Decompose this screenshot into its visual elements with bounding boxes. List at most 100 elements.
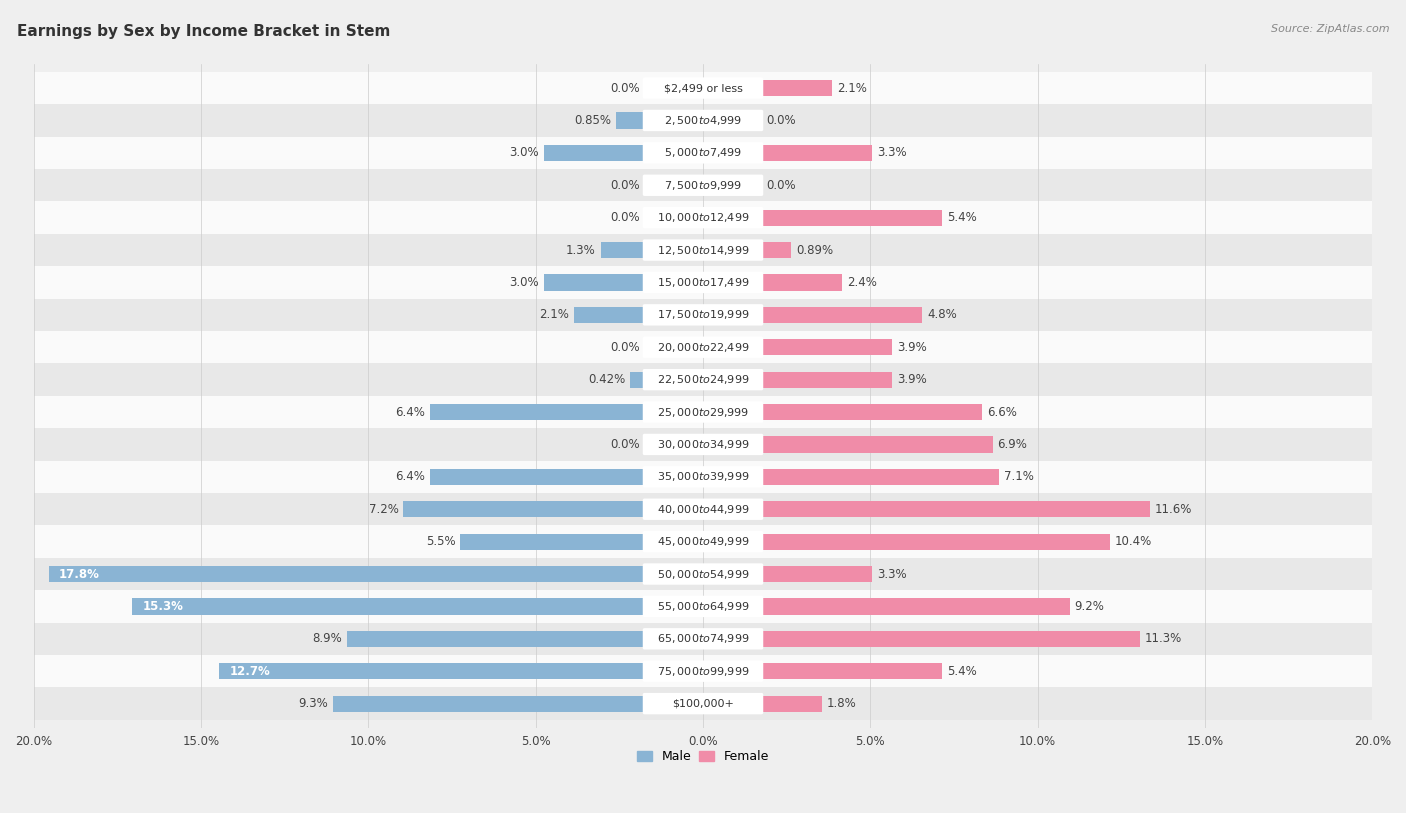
Bar	[430, 469, 644, 485]
Bar	[34, 461, 1372, 493]
Bar	[762, 339, 893, 355]
Bar	[34, 267, 1372, 298]
Text: 1.3%: 1.3%	[567, 244, 596, 257]
Text: $5,000 to $7,499: $5,000 to $7,499	[664, 146, 742, 159]
Bar	[49, 566, 644, 582]
Bar	[544, 274, 644, 290]
Bar	[630, 372, 644, 388]
FancyBboxPatch shape	[643, 77, 763, 98]
Text: $7,500 to $9,999: $7,500 to $9,999	[664, 179, 742, 192]
Text: $20,000 to $22,499: $20,000 to $22,499	[657, 341, 749, 354]
Bar	[460, 533, 644, 550]
Bar	[346, 631, 644, 647]
Text: $17,500 to $19,999: $17,500 to $19,999	[657, 308, 749, 321]
Bar	[762, 631, 1140, 647]
FancyBboxPatch shape	[643, 207, 763, 228]
Text: 0.85%: 0.85%	[574, 114, 612, 127]
Text: 0.0%: 0.0%	[610, 438, 640, 451]
Text: 10.4%: 10.4%	[1115, 535, 1152, 548]
Bar	[762, 533, 1109, 550]
Text: 11.6%: 11.6%	[1154, 502, 1192, 515]
Bar	[762, 501, 1150, 517]
FancyBboxPatch shape	[643, 110, 763, 131]
Text: 5.5%: 5.5%	[426, 535, 456, 548]
Bar	[34, 298, 1372, 331]
Text: 0.0%: 0.0%	[610, 341, 640, 354]
FancyBboxPatch shape	[643, 660, 763, 682]
Text: 4.8%: 4.8%	[928, 308, 957, 321]
Text: 0.0%: 0.0%	[610, 179, 640, 192]
Text: $35,000 to $39,999: $35,000 to $39,999	[657, 471, 749, 484]
Text: 15.3%: 15.3%	[142, 600, 183, 613]
Text: 3.0%: 3.0%	[509, 276, 538, 289]
FancyBboxPatch shape	[643, 337, 763, 358]
FancyBboxPatch shape	[643, 563, 763, 585]
Bar	[762, 566, 872, 582]
Bar	[762, 598, 1070, 615]
FancyBboxPatch shape	[643, 531, 763, 552]
Text: 3.9%: 3.9%	[897, 341, 927, 354]
Bar	[762, 145, 872, 161]
Bar	[34, 396, 1372, 428]
Text: $50,000 to $54,999: $50,000 to $54,999	[657, 567, 749, 580]
Text: 2.1%: 2.1%	[837, 81, 866, 94]
Bar	[762, 307, 922, 323]
Bar	[34, 331, 1372, 363]
Text: 3.3%: 3.3%	[877, 567, 907, 580]
Bar	[430, 404, 644, 420]
Bar	[34, 590, 1372, 623]
Text: $22,500 to $24,999: $22,500 to $24,999	[657, 373, 749, 386]
Text: 0.0%: 0.0%	[610, 211, 640, 224]
Bar	[34, 655, 1372, 688]
Text: $30,000 to $34,999: $30,000 to $34,999	[657, 438, 749, 451]
Text: 0.0%: 0.0%	[766, 179, 796, 192]
Bar	[762, 372, 893, 388]
Text: $65,000 to $74,999: $65,000 to $74,999	[657, 633, 749, 646]
FancyBboxPatch shape	[643, 596, 763, 617]
Text: 12.7%: 12.7%	[229, 665, 270, 678]
Text: $10,000 to $12,499: $10,000 to $12,499	[657, 211, 749, 224]
Text: $25,000 to $29,999: $25,000 to $29,999	[657, 406, 749, 419]
FancyBboxPatch shape	[643, 239, 763, 261]
Bar	[762, 437, 993, 453]
Text: 6.6%: 6.6%	[987, 406, 1018, 419]
FancyBboxPatch shape	[643, 628, 763, 650]
Bar	[34, 72, 1372, 104]
Text: 0.0%: 0.0%	[610, 81, 640, 94]
Bar	[616, 112, 644, 128]
Text: $15,000 to $17,499: $15,000 to $17,499	[657, 276, 749, 289]
FancyBboxPatch shape	[643, 142, 763, 163]
Text: Source: ZipAtlas.com: Source: ZipAtlas.com	[1271, 24, 1389, 34]
Text: 7.2%: 7.2%	[368, 502, 398, 515]
Text: $45,000 to $49,999: $45,000 to $49,999	[657, 535, 749, 548]
Text: $12,500 to $14,999: $12,500 to $14,999	[657, 244, 749, 257]
Text: 5.4%: 5.4%	[948, 211, 977, 224]
Bar	[34, 363, 1372, 396]
Text: 11.3%: 11.3%	[1144, 633, 1182, 646]
Bar	[762, 210, 942, 226]
FancyBboxPatch shape	[643, 498, 763, 520]
Bar	[34, 234, 1372, 267]
FancyBboxPatch shape	[643, 175, 763, 196]
Text: 0.0%: 0.0%	[766, 114, 796, 127]
Text: 6.4%: 6.4%	[395, 471, 425, 484]
Bar	[34, 137, 1372, 169]
Bar	[34, 623, 1372, 655]
Text: 1.8%: 1.8%	[827, 697, 856, 710]
Text: 3.0%: 3.0%	[509, 146, 538, 159]
Bar	[34, 688, 1372, 720]
Text: 5.4%: 5.4%	[948, 665, 977, 678]
Text: $2,499 or less: $2,499 or less	[664, 83, 742, 93]
Bar	[762, 469, 1000, 485]
FancyBboxPatch shape	[643, 369, 763, 390]
Text: 0.89%: 0.89%	[796, 244, 834, 257]
Text: Earnings by Sex by Income Bracket in Stem: Earnings by Sex by Income Bracket in Ste…	[17, 24, 391, 39]
Bar	[219, 663, 644, 680]
Text: 9.2%: 9.2%	[1074, 600, 1104, 613]
Text: 8.9%: 8.9%	[312, 633, 342, 646]
Bar	[600, 242, 644, 259]
FancyBboxPatch shape	[643, 693, 763, 715]
Text: $2,500 to $4,999: $2,500 to $4,999	[664, 114, 742, 127]
Text: $100,000+: $100,000+	[672, 698, 734, 709]
Bar	[34, 493, 1372, 525]
